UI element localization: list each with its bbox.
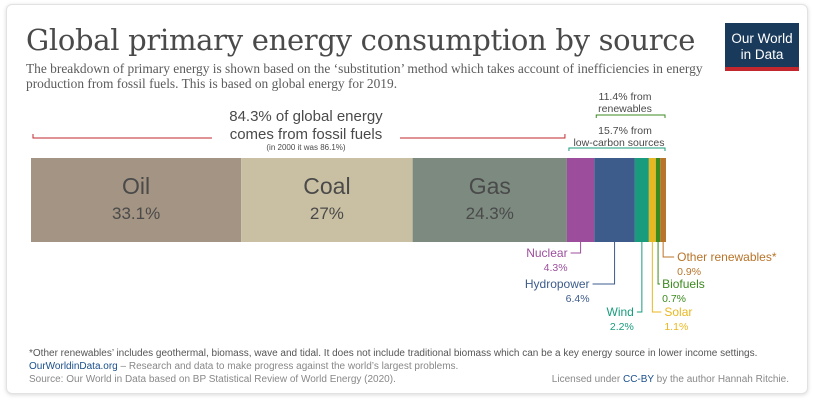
value-hydropower: 6.4% — [566, 293, 590, 305]
bar-other-renewables — [660, 158, 666, 242]
label-wind: Wind — [607, 305, 634, 319]
chart-subtitle: The breakdown of primary energy is shown… — [26, 61, 703, 91]
tagline-text: – Research and data to make progress aga… — [117, 361, 459, 372]
label-coal: Coal — [303, 173, 350, 199]
fossil-annotation-line-2: comes from fossil fuels — [230, 126, 383, 143]
leader-biofuels — [657, 242, 661, 285]
value-nuclear: 4.3% — [544, 262, 568, 274]
license-suffix: by the author Hannah Ritchie. — [653, 374, 789, 385]
bar-biofuels — [655, 158, 661, 242]
chart-card: Global primary energy consumption by sou… — [6, 4, 808, 394]
leader-hydropower — [592, 242, 616, 285]
bar-nuclear — [566, 158, 595, 242]
license-link[interactable]: CC-BY — [622, 374, 654, 385]
tagline: OurWorldinData.org – Research and data t… — [29, 361, 458, 372]
value-gas: 24.3% — [466, 204, 514, 223]
value-solar: 1.1% — [664, 321, 688, 333]
value-other-renewables: 0.9% — [677, 266, 701, 278]
bar-hydropower — [594, 158, 635, 242]
low-carbon-annotation-line-1: 15.7% from — [598, 125, 652, 137]
bar-wind — [634, 158, 649, 242]
leader-solar — [651, 242, 662, 313]
logo-line-2: in Data — [740, 47, 784, 62]
value-wind: 2.2% — [610, 321, 634, 333]
low-carbon-bracket — [568, 147, 666, 151]
label-solar: Solar — [664, 305, 692, 319]
label-oil: Oil — [122, 173, 150, 199]
license-prefix: Licensed under — [551, 374, 623, 385]
value-oil: 33.1% — [112, 204, 160, 223]
fossil-bracket-right — [399, 134, 566, 139]
source-note: Source: Our World in Data based on BP St… — [29, 374, 396, 385]
chart-title: Global primary energy consumption by sou… — [26, 23, 696, 57]
bar-oil — [31, 158, 242, 242]
label-gas: Gas — [469, 173, 511, 199]
leader-other-renewables — [662, 242, 675, 258]
bar-coal — [241, 158, 413, 242]
fossil-bracket-left — [32, 134, 212, 139]
label-other-renewables: Other renewables* — [677, 250, 777, 264]
fossil-annotation-line-1: 84.3% of global energy — [229, 108, 383, 125]
logo-line-1: Our World — [731, 31, 793, 46]
label-hydropower: Hydropower — [525, 277, 590, 291]
value-coal: 27% — [310, 204, 344, 223]
site-link[interactable]: OurWorldinData.org — [29, 361, 118, 372]
bar-solar — [648, 158, 656, 242]
renewables-bracket — [595, 114, 666, 118]
label-biofuels: Biofuels — [662, 277, 705, 291]
stacked-bar-chart: Oil 33.1% Coal 27% Gas 24.3% Nuclear 4.3% Hydrop… — [31, 91, 777, 333]
value-biofuels: 0.7% — [662, 293, 686, 305]
license-note: Licensed under CC-BY by the author Hanna… — [552, 374, 789, 385]
bar-gas — [412, 158, 567, 242]
low-carbon-annotation-line-2: low-carbon sources — [573, 137, 664, 149]
renewables-annotation-line-2: renewables — [598, 103, 652, 115]
renewables-annotation-line-1: 11.4% from — [599, 91, 652, 103]
leader-wind — [636, 242, 643, 313]
owid-logo[interactable]: Our World in Data — [725, 23, 799, 71]
fossil-annotation-note: (in 2000 it was 86.1%) — [266, 143, 345, 152]
footnote: *Other renewables’ includes geothermal, … — [29, 348, 758, 359]
label-nuclear: Nuclear — [526, 246, 567, 260]
leader-nuclear — [570, 242, 582, 254]
